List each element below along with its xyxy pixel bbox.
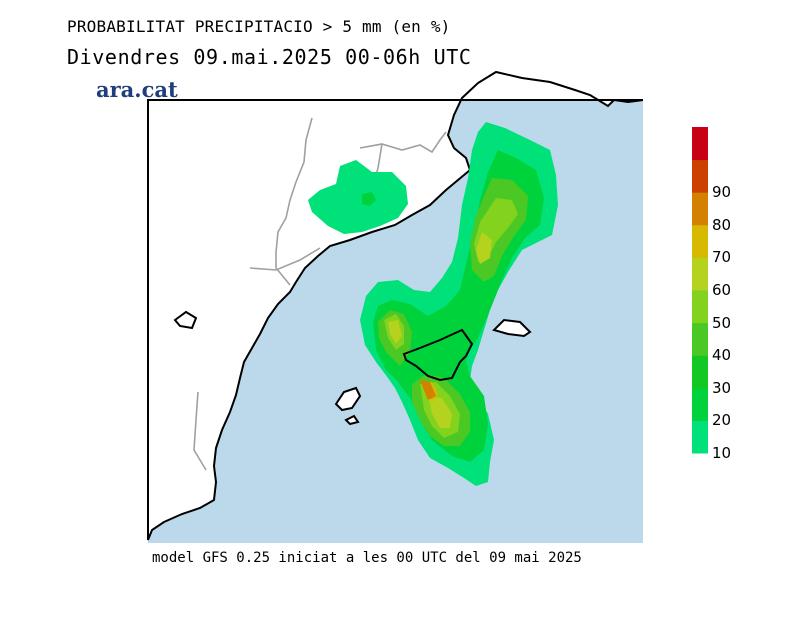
colorbar-label: 20: [712, 411, 732, 430]
prob-inland-patch: [308, 160, 408, 234]
colorbar-segment: [692, 355, 708, 389]
colorbar-segment: [692, 224, 708, 258]
colorbar-label: 70: [712, 248, 732, 267]
colorbar-label: 50: [712, 313, 732, 332]
island-menorca: [492, 318, 532, 338]
colorbar-segment: [692, 192, 708, 226]
colorbar-segment: [692, 322, 708, 356]
colorbar-label: 60: [712, 281, 732, 299]
precipitation-shading: [308, 122, 558, 486]
colorbar-segment: [692, 290, 708, 324]
colorbar-label: 80: [712, 215, 732, 234]
border-valencia: [193, 391, 207, 471]
islet-columbretes: [173, 310, 198, 330]
prob-band-50: [388, 232, 492, 428]
colorbar-segment: [692, 387, 708, 421]
colorbar-segment: [692, 127, 708, 161]
colorbar-label: 40: [712, 346, 732, 365]
prob-inland-core: [362, 192, 376, 206]
island-formentera: [344, 414, 360, 426]
border-tarragona: [249, 247, 321, 271]
colorbar-label: 10: [712, 444, 732, 462]
model-note: model GFS 0.25 iniciat a les 00 UTC del …: [152, 550, 582, 566]
colorbar-segment: [692, 257, 708, 291]
mainland: [147, 70, 644, 541]
colorbar-label: 30: [712, 378, 732, 397]
colorbar-segment: [692, 420, 708, 454]
colorbar-label: 90: [712, 183, 732, 202]
colorbar-segment: [692, 159, 708, 193]
colorbar: [692, 127, 708, 454]
map-title: PROBABILITAT PRECIPITACIO > 5 mm (en %): [67, 17, 451, 36]
map-subtitle: Divendres 09.mai.2025 00-06h UTC: [67, 45, 472, 69]
prob-band-70: [420, 380, 436, 400]
border-catalonia-aragon: [275, 117, 313, 286]
island-ibiza: [334, 386, 362, 412]
island-mallorca: [402, 328, 474, 382]
brand-logo[interactable]: ara.cat: [96, 77, 178, 102]
